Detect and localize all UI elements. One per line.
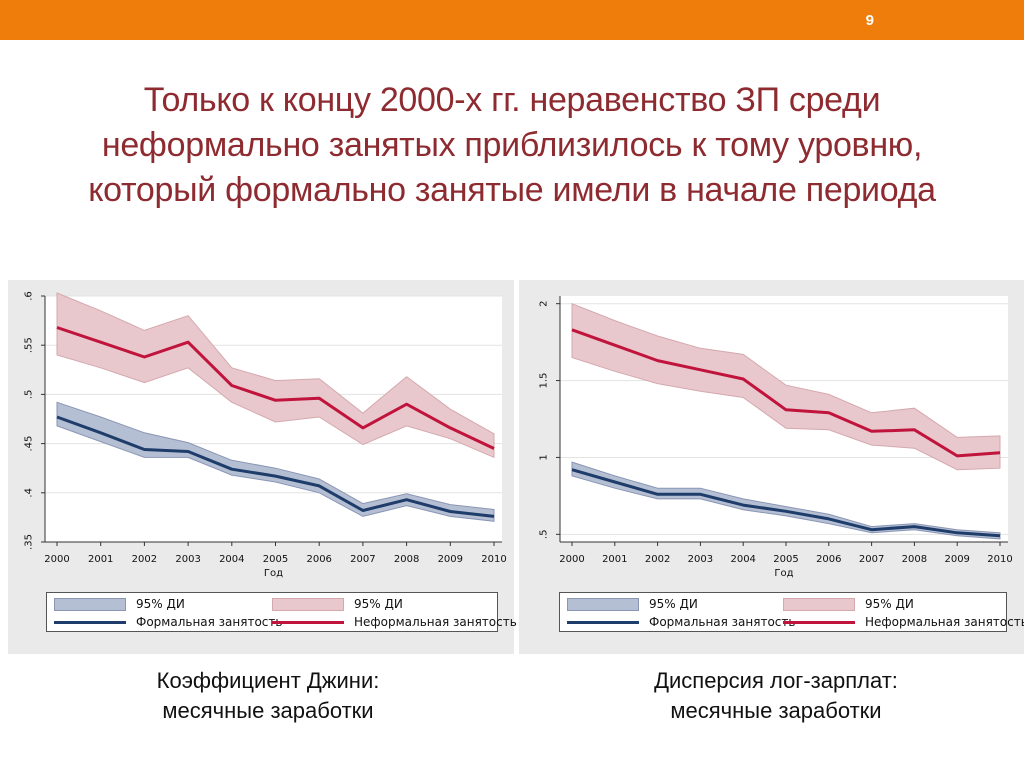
x-tick-label: 2001 (602, 554, 627, 565)
formal-ci-band (571, 461, 1001, 540)
legend-entry-informal: Неформальная занятость (272, 614, 517, 630)
x-tick-label: 2002 (645, 554, 670, 565)
formal-ci-swatch (567, 597, 639, 611)
formal-ci-band (56, 401, 495, 522)
y-tick-label: .55 (24, 337, 35, 353)
title-line-2: неформально занятых приблизилось к тому … (101, 126, 923, 164)
top-bar: 9 (0, 0, 1024, 40)
formal-line-swatch (567, 620, 639, 624)
y-tick-label: 1.5 (539, 373, 550, 389)
x-tick-label: 2008 (902, 554, 927, 565)
legend-label: 95% ДИ (354, 597, 403, 611)
gini-chart-panel: .35 .4 .45 .5 .55 .6 2000 2001 2002 2003 2004 2005 2… (8, 280, 517, 654)
x-tick-label: 2003 (175, 554, 200, 565)
variance-chart: .5 1 1.5 2 2000 2001 2002 2003 2004 2005 2006 2007 2… (539, 296, 1013, 579)
y-tick-label: 2 (539, 301, 550, 307)
legend-label: Формальная занятость (649, 615, 796, 629)
legend-entry-informal-ci: 95% ДИ (272, 596, 403, 612)
x-tick-label: 2005 (263, 554, 288, 565)
legend-label: 95% ДИ (865, 597, 914, 611)
x-axis-label: Год (264, 568, 283, 579)
y-tick-label: .35 (24, 534, 35, 550)
y-tick-label: .5 (539, 530, 550, 540)
caption-line: месячные заработки (162, 698, 374, 723)
y-tick-label: .45 (24, 436, 35, 452)
legend-label: Неформальная занятость (354, 615, 517, 629)
legend-entry-informal: Неформальная занятость (783, 614, 1024, 630)
legend-entry-formal: Формальная занятость (54, 614, 282, 630)
x-tick-label: 2004 (730, 554, 755, 565)
informal-line-swatch (272, 620, 344, 624)
x-tick-label: 2006 (816, 554, 841, 565)
x-tick-label: 2009 (944, 554, 969, 565)
legend-label: Формальная занятость (136, 615, 283, 629)
legend-label: 95% ДИ (649, 597, 698, 611)
legend-entry-formal: Формальная занятость (567, 614, 795, 630)
variance-chart-panel: .5 1 1.5 2 2000 2001 2002 2003 2004 2005 2006 2007 2… (519, 280, 1024, 654)
legend-entry-formal-ci: 95% ДИ (54, 596, 185, 612)
gini-caption: Коэффициент Джини: месячные заработки (18, 666, 518, 726)
x-tick-label: 2006 (306, 554, 331, 565)
slide-number: 9 (865, 12, 874, 29)
y-tick-label: 1 (539, 454, 550, 460)
caption-line: Дисперсия лог-зарплат: (654, 668, 898, 693)
x-tick-label: 2008 (394, 554, 419, 565)
x-tick-label: 2005 (773, 554, 798, 565)
title-line-3: который формально занятые имели в начале… (88, 171, 936, 209)
x-tick-label: 2004 (219, 554, 244, 565)
informal-ci-swatch (783, 597, 855, 611)
informal-ci-band (571, 302, 1001, 471)
x-tick-label: 2003 (688, 554, 713, 565)
x-tick-label: 2010 (481, 554, 506, 565)
formal-line-swatch (54, 620, 126, 624)
variance-caption: Дисперсия лог-зарплат: месячные заработк… (526, 666, 1024, 726)
caption-line: месячные заработки (670, 698, 882, 723)
legend-entry-informal-ci: 95% ДИ (783, 596, 914, 612)
x-tick-label: 2002 (132, 554, 157, 565)
slide-title: Только к концу 2000-х гг. неравенство ЗП… (0, 78, 1024, 213)
gini-chart-legend: 95% ДИ 95% ДИ Формальная занятость Нефор… (46, 592, 517, 632)
y-tick-label: .4 (24, 488, 35, 498)
y-tick-label: .6 (24, 291, 35, 301)
title-line-1: Только к концу 2000-х гг. неравенство ЗП… (143, 81, 881, 119)
x-tick-label: 2007 (859, 554, 884, 565)
informal-ci-swatch (272, 597, 344, 611)
legend-entry-formal-ci: 95% ДИ (567, 596, 698, 612)
y-tick-label: .5 (24, 390, 35, 400)
x-tick-label: 2001 (88, 554, 113, 565)
x-tick-label: 2007 (350, 554, 375, 565)
caption-line: Коэффициент Джини: (156, 668, 380, 693)
x-axis-label: Год (774, 568, 793, 579)
variance-chart-legend: 95% ДИ 95% ДИ Формальная занятость Нефор… (559, 592, 1024, 632)
x-tick-label: 2010 (987, 554, 1012, 565)
x-tick-label: 2009 (438, 554, 463, 565)
legend-label: Неформальная занятость (865, 615, 1024, 629)
informal-line-swatch (783, 620, 855, 624)
legend-label: 95% ДИ (136, 597, 185, 611)
formal-ci-swatch (54, 597, 126, 611)
x-tick-label: 2000 (44, 554, 69, 565)
gini-chart: .35 .4 .45 .5 .55 .6 2000 2001 2002 2003 2004 2005 2… (24, 291, 507, 579)
x-tick-label: 2000 (559, 554, 584, 565)
